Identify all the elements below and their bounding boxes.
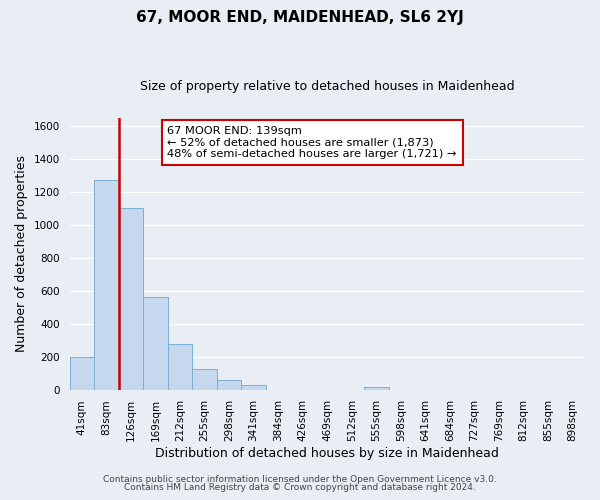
Bar: [94, 180, 119, 390]
Bar: [143, 298, 168, 390]
Bar: [119, 208, 143, 390]
Bar: [364, 387, 389, 390]
Text: Contains public sector information licensed under the Open Government Licence v3: Contains public sector information licen…: [103, 474, 497, 484]
Y-axis label: Number of detached properties: Number of detached properties: [15, 155, 28, 352]
X-axis label: Distribution of detached houses by size in Maidenhead: Distribution of detached houses by size …: [155, 447, 499, 460]
Title: Size of property relative to detached houses in Maidenhead: Size of property relative to detached ho…: [140, 80, 515, 93]
Text: Contains HM Land Registry data © Crown copyright and database right 2024.: Contains HM Land Registry data © Crown c…: [124, 484, 476, 492]
Bar: [241, 384, 266, 390]
Bar: [168, 344, 192, 390]
Bar: [192, 369, 217, 390]
Bar: [217, 380, 241, 390]
Text: 67, MOOR END, MAIDENHEAD, SL6 2YJ: 67, MOOR END, MAIDENHEAD, SL6 2YJ: [136, 10, 464, 25]
Text: 67 MOOR END: 139sqm
← 52% of detached houses are smaller (1,873)
48% of semi-det: 67 MOOR END: 139sqm ← 52% of detached ho…: [167, 126, 457, 159]
Bar: [70, 356, 94, 390]
